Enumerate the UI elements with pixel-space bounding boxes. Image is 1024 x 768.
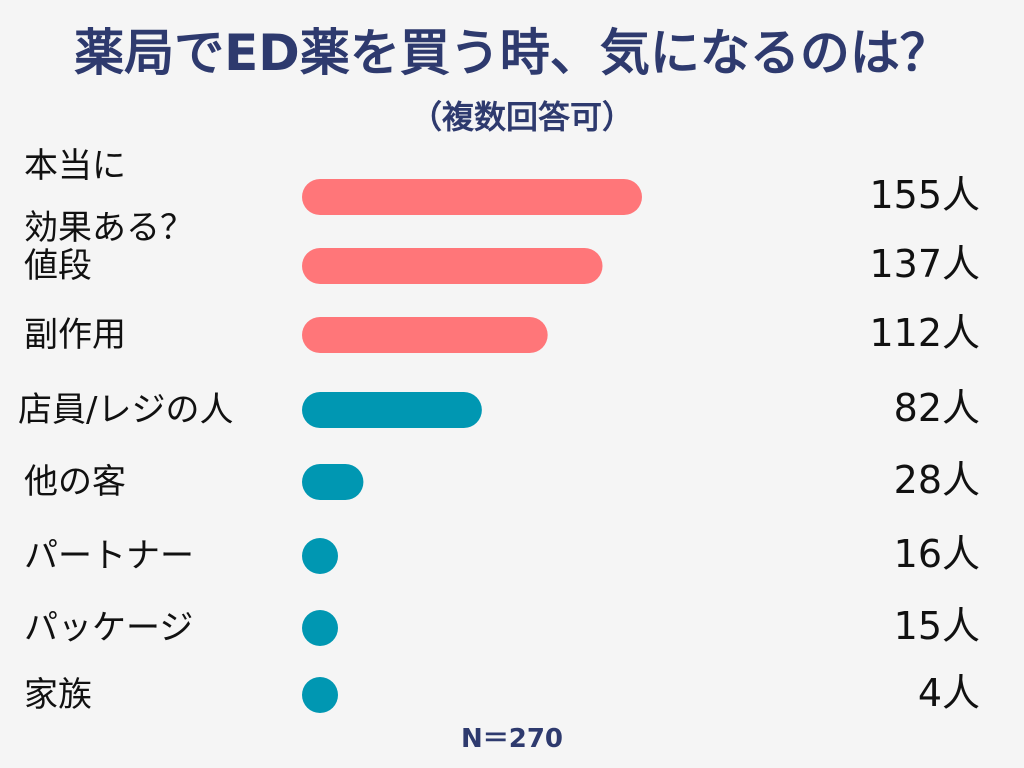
- bar: [302, 610, 338, 646]
- bar: [302, 179, 642, 215]
- category-label: 他の客: [24, 462, 126, 502]
- bar: [302, 248, 603, 284]
- bar: [302, 317, 548, 353]
- category-label: パッケージ: [24, 608, 193, 648]
- category-label: 本当に: [24, 146, 126, 186]
- chart-subtitle: （複数回答可）: [409, 98, 634, 136]
- category-label: 値段: [24, 246, 92, 286]
- value-label: 82人: [894, 386, 980, 430]
- value-label: 28人: [894, 458, 980, 502]
- value-label: 4人: [918, 671, 980, 715]
- bar: [302, 677, 338, 713]
- category-label: 家族: [24, 675, 92, 715]
- sample-size-note: N＝270: [460, 724, 564, 754]
- value-label: 112人: [869, 311, 980, 355]
- category-label: パートナー: [24, 536, 194, 576]
- value-label: 16人: [894, 532, 980, 576]
- bar: [302, 538, 338, 574]
- bar: [302, 464, 364, 500]
- category-label: 効果ある？: [24, 208, 194, 248]
- category-label: 店員/レジの人: [18, 390, 233, 430]
- chart-title: 薬局でED薬を買う時、気になるのは？: [74, 24, 950, 82]
- bar: [302, 392, 482, 428]
- category-label: 副作用: [24, 315, 126, 355]
- value-label: 137人: [869, 242, 980, 286]
- value-label: 155人: [869, 173, 980, 217]
- value-label: 15人: [894, 604, 980, 648]
